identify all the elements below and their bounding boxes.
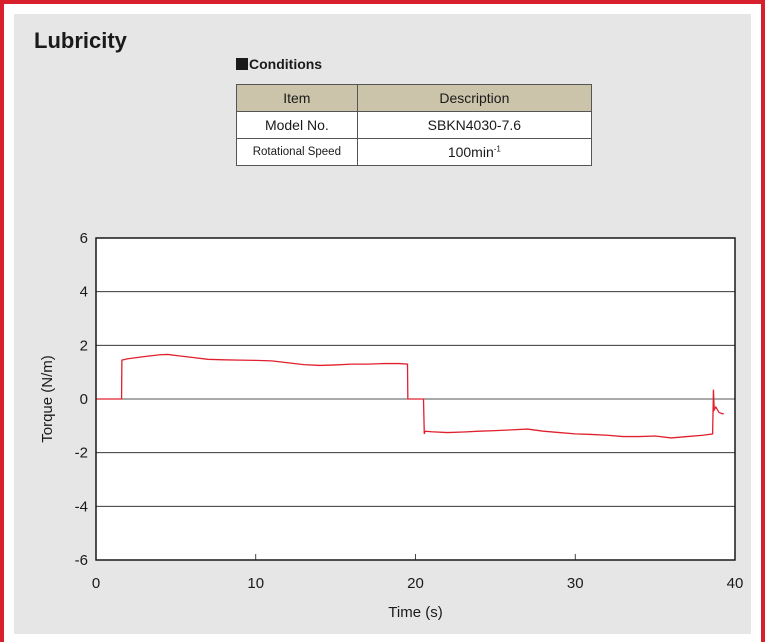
x-tick-label: 20 — [407, 575, 424, 592]
conditions-heading: Conditions — [236, 56, 322, 72]
table-row: Model No. SBKN4030-7.6 — [236, 111, 593, 139]
table-header-row: Item Description — [236, 84, 593, 112]
speed-value: 100min — [447, 144, 494, 160]
plot-border — [95, 237, 736, 561]
conditions-table: Item Description Model No. SBKN4030-7.6 … — [236, 84, 593, 166]
y-tick-label: 2 — [80, 337, 88, 354]
cell-item: Model No. — [236, 111, 358, 139]
x-tick-label: 0 — [92, 575, 100, 592]
x-tick-label: 40 — [727, 575, 744, 592]
page-title: Lubricity — [34, 28, 127, 53]
conditions-title: Conditions — [249, 56, 323, 72]
cell-description: SBKN4030-7.6 — [356, 111, 593, 139]
y-axis-label: Torque (N/m) — [39, 355, 56, 443]
cell-description: 100min-1 — [356, 138, 593, 166]
y-tick-label: 4 — [80, 284, 88, 301]
grid-lines — [96, 291, 735, 507]
header-item: Item — [236, 84, 358, 112]
x-tick-label: 10 — [247, 575, 264, 592]
x-tick-label: 30 — [567, 575, 584, 592]
square-bullet-icon — [236, 58, 248, 70]
y-tick-label: 0 — [80, 391, 88, 408]
cell-item: Rotational Speed — [236, 138, 358, 166]
speed-exponent: -1 — [493, 144, 501, 154]
table-row: Rotational Speed 100min-1 — [236, 138, 593, 166]
series-line — [96, 353, 724, 439]
y-tick-labels: -6 -4 -2 0 2 4 6 — [75, 230, 88, 569]
x-axis-label: Time (s) — [388, 604, 442, 621]
y-tick-label: -4 — [75, 498, 88, 515]
y-tick-label: -2 — [75, 445, 88, 462]
y-tick-label: -6 — [75, 552, 88, 569]
y-tick-label: 6 — [80, 230, 88, 247]
